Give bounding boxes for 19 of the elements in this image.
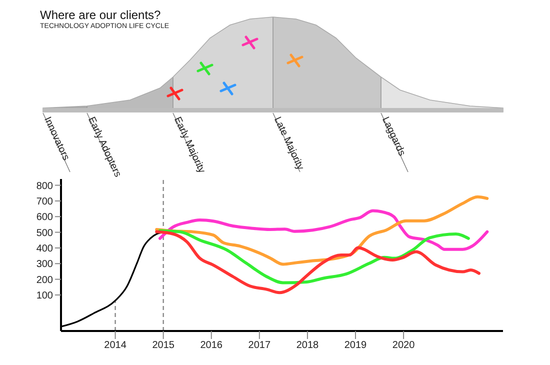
- x-tick-label: 2017: [248, 340, 271, 352]
- y-tick-label: 200: [36, 274, 54, 286]
- line-series: [155, 230, 480, 294]
- line-series: [158, 229, 470, 284]
- y-tick-label: 800: [36, 180, 54, 192]
- x-tick-label: 2016: [200, 340, 223, 352]
- y-tick-label: 600: [36, 212, 54, 224]
- x-tick-label: 2014: [104, 340, 127, 352]
- x-tick-label: 2019: [344, 340, 368, 352]
- y-tick-label: 500: [36, 228, 54, 239]
- x-tick-label: 2020: [392, 340, 416, 352]
- y-tick-label: 400: [36, 244, 54, 254]
- text: Where are our clients?: [40, 8, 161, 22]
- x-tick-label: 2018: [296, 340, 320, 352]
- y-tick-label: 700: [36, 196, 54, 208]
- y-tick-label: 100: [36, 290, 54, 302]
- y-tick-label: 300: [36, 259, 54, 270]
- line-series: [158, 209, 489, 251]
- x-tick-label: 2015: [152, 340, 175, 352]
